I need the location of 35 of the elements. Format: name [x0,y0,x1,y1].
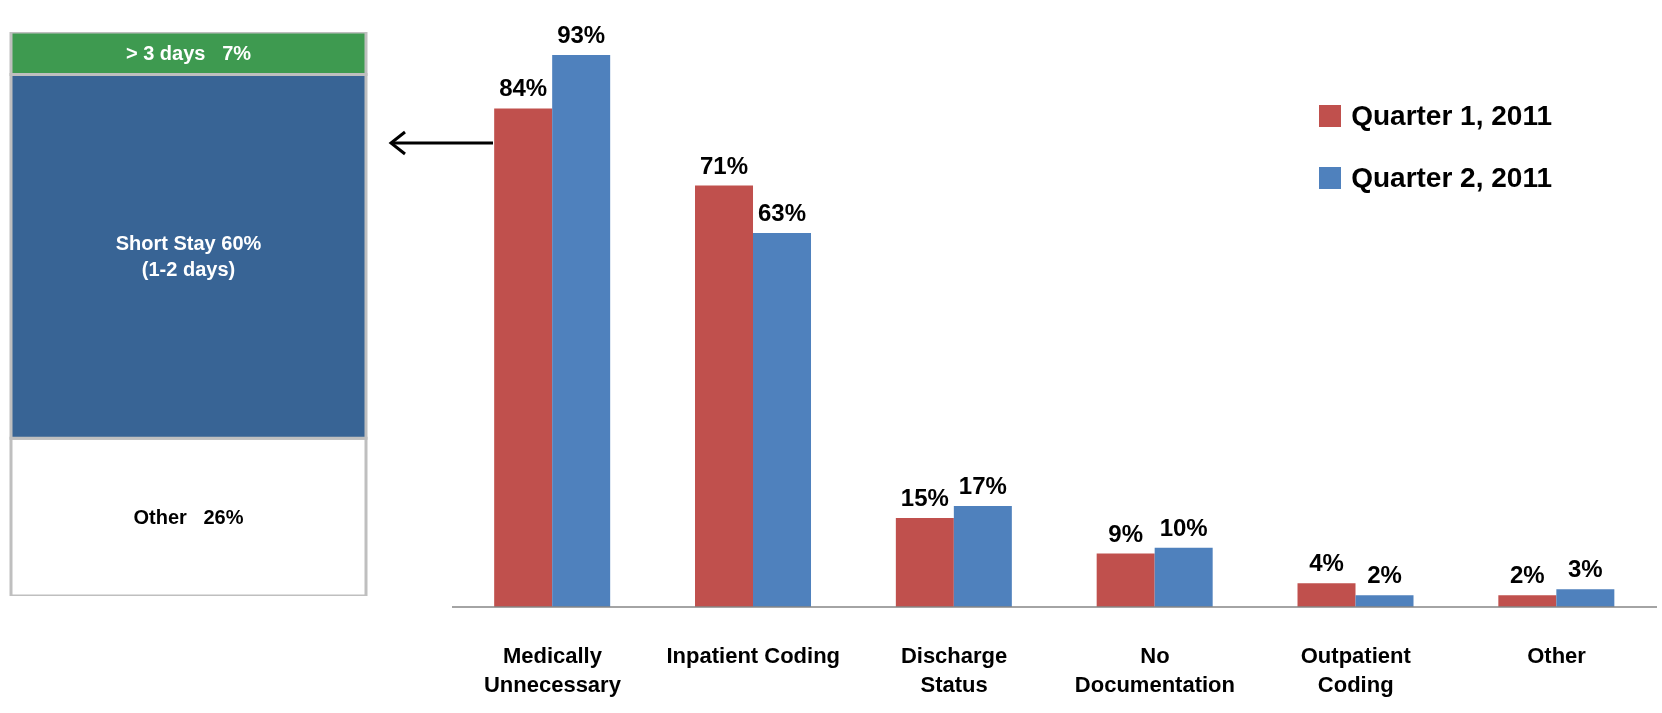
data-label: 2% [1510,561,1545,589]
bar [552,55,611,607]
data-label: 17% [958,472,1007,500]
legend-label: Quarter 1, 2011 [1351,100,1552,132]
bar [1096,553,1155,607]
data-label: 9% [1108,519,1144,547]
data-label: > 3 days 7% [125,42,252,65]
bar [695,185,754,607]
x-tick-label: Discharge Status [900,643,1008,697]
data-label: 2% [1367,561,1402,589]
data-label: 4% [1309,549,1344,577]
bar [953,506,1012,607]
x-tick-label: Outpatient Coding [1300,643,1412,697]
data-label: 71% [699,151,749,179]
data-label: Other 26% [133,506,244,529]
legend-label: Quarter 2, 2011 [1351,162,1552,194]
x-tick-label: Medically Unnecessary [483,643,622,697]
data-label: 84% [499,74,548,102]
x-tick-label: Inpatient Coding [666,643,841,668]
data-label: 93% [557,21,606,48]
data-label: 10% [1159,513,1208,541]
bar [1556,589,1615,607]
bar [1297,583,1356,607]
bar [1498,595,1557,607]
bar [1154,547,1213,607]
x-tick-label: Other [1527,643,1587,668]
bar [1355,595,1414,607]
bar [753,233,812,607]
x-tick-label: No Documentation [1074,643,1235,697]
data-label: 3% [1568,555,1603,583]
data-label: 63% [757,199,807,227]
data-label: 15% [900,483,949,511]
bar [494,108,553,607]
bar [895,517,954,607]
data-label: Short Stay 60% (1-2 days) [115,232,262,281]
